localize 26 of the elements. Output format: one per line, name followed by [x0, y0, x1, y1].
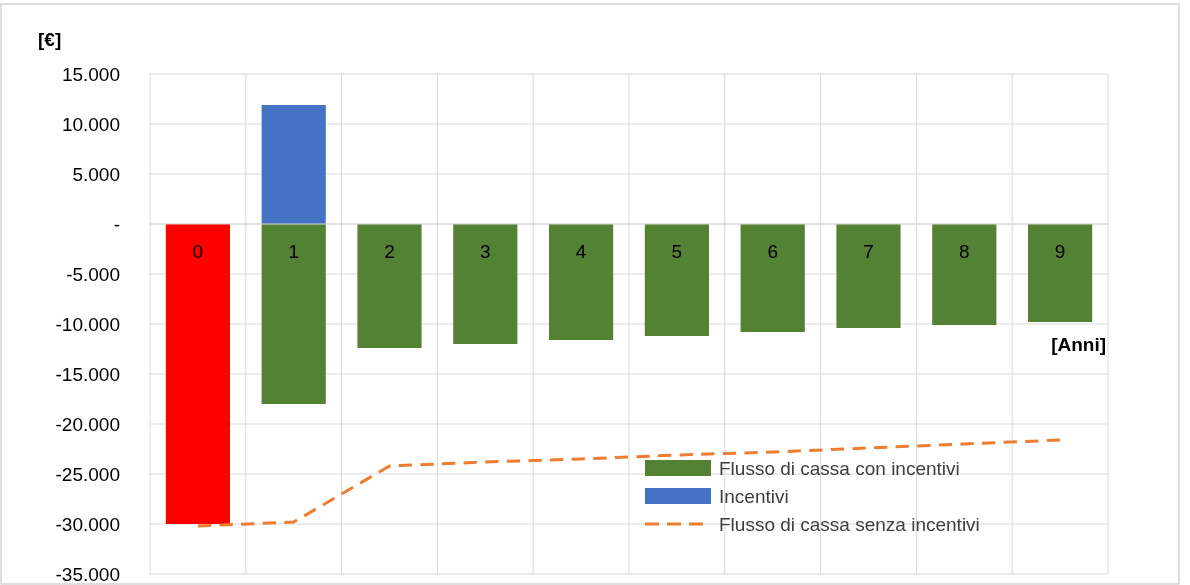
legend-label: Flusso di cassa senza incentivi [719, 513, 980, 535]
x-tick-label: 7 [863, 241, 874, 262]
y-tick-label: - [113, 213, 120, 235]
x-tick-label: 6 [767, 241, 778, 262]
y-tick-label: -15.000 [55, 363, 120, 385]
y-tick-label: 10.000 [61, 113, 120, 135]
y-tick-label: -10.000 [55, 313, 120, 335]
legend-label: Flusso di cassa con incentivi [719, 457, 960, 479]
y-tick-label: -35.000 [55, 563, 120, 585]
x-tick-label: 0 [192, 241, 204, 262]
y-tick-label: -25.000 [55, 463, 120, 485]
x-tick-label: 4 [575, 241, 587, 262]
x-tick-label: 5 [671, 241, 683, 262]
y-tick-label: -30.000 [55, 513, 120, 535]
x-axis-title: [Anni] [1051, 334, 1106, 355]
y-axis-title: [€] [38, 29, 62, 50]
x-tick-label: 3 [480, 241, 491, 262]
x-tick-label: 1 [288, 241, 299, 262]
x-tick-label: 8 [959, 241, 970, 262]
y-tick-label: -5.000 [66, 263, 120, 285]
x-tick-label: 9 [1054, 241, 1066, 262]
y-tick-label: 15.000 [61, 63, 120, 85]
x-tick-label: 2 [384, 241, 395, 262]
legend-label: Incentivi [719, 485, 789, 507]
y-tick-label: 5.000 [72, 163, 120, 185]
y-tick-label: -20.000 [55, 413, 120, 435]
